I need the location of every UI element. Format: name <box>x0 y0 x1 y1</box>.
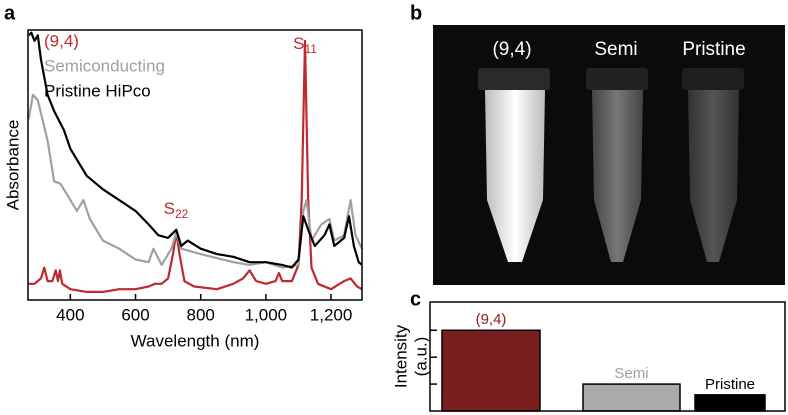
y-axis-label: Intensity <box>391 324 410 388</box>
legend-entry: (9,4) <box>44 31 79 50</box>
photo: (9,4) Semi Pristine <box>433 25 785 285</box>
tube-cap <box>586 68 648 90</box>
annotation-subscript: 22 <box>175 207 189 221</box>
peak-annotation: S22 <box>164 199 189 221</box>
bar <box>582 383 681 412</box>
legend-entry: Pristine HiPco <box>44 81 151 100</box>
tube-cap <box>682 68 744 90</box>
panel-letter: a <box>4 2 16 24</box>
x-tick-label: 400 <box>56 305 84 324</box>
spectrum-line <box>28 39 363 293</box>
tube <box>485 90 545 262</box>
annotation-text: S <box>293 34 304 53</box>
bar-label: (9,4) <box>476 311 507 328</box>
bar <box>441 329 541 412</box>
x-tick-label: 600 <box>121 305 149 324</box>
bar-label: Pristine <box>705 376 755 393</box>
y-axis-label: Absorbance <box>3 120 22 211</box>
photo-label: Pristine <box>682 39 745 60</box>
x-tick-label: 1,000 <box>245 305 288 324</box>
photo-label: (9,4) <box>492 39 531 60</box>
annotation-text: S <box>164 199 175 218</box>
tube-cap <box>478 68 550 90</box>
peak-annotation: S11 <box>293 34 317 56</box>
panel-letter: b <box>410 2 422 24</box>
tube <box>688 90 739 262</box>
tube <box>592 90 643 262</box>
x-tick-label: 800 <box>187 305 215 324</box>
photo-label: Semi <box>594 39 637 60</box>
panel-letter: c <box>410 288 421 310</box>
legend-entry: Semiconducting <box>44 56 165 75</box>
spectrum-line <box>27 31 363 269</box>
bar <box>694 394 766 412</box>
x-axis-label: Wavelength (nm) <box>131 331 260 350</box>
x-tick-label: 1,200 <box>310 305 353 324</box>
annotation-subscript: 11 <box>304 42 317 56</box>
plot-frame <box>27 29 363 301</box>
bar-label: Semi <box>614 365 648 382</box>
y-axis-label: (a.u.) <box>411 337 430 377</box>
